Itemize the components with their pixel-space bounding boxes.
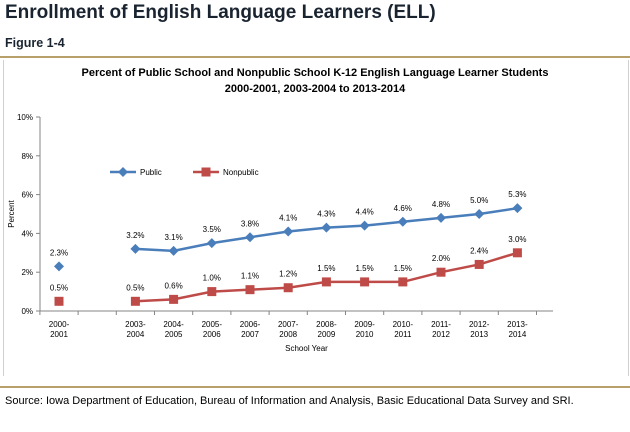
- data-label-public: 4.4%: [355, 208, 373, 217]
- legend-marker-nonpublic: [201, 167, 211, 177]
- data-label-public: 3.1%: [164, 233, 182, 242]
- source-note: Source: Iowa Department of Education, Bu…: [5, 395, 574, 407]
- data-label-nonpublic: 0.5%: [50, 283, 68, 292]
- data-point-nonpublic: [283, 283, 293, 293]
- chart-title: Percent of Public School and Nonpublic S…: [81, 67, 549, 79]
- x-tick-label: 2008: [279, 330, 297, 339]
- x-tick-label: 2006: [203, 330, 221, 339]
- data-point-nonpublic: [436, 267, 446, 277]
- x-tick-label: 2009-: [354, 320, 375, 329]
- data-point-public: [512, 203, 523, 214]
- data-label-public: 5.0%: [470, 196, 488, 205]
- x-tick-label: 2011: [394, 330, 412, 339]
- x-tick-label: 2004-: [163, 320, 184, 329]
- data-label-public: 4.3%: [317, 210, 335, 219]
- data-label-public: 2.3%: [50, 248, 68, 257]
- data-point-nonpublic: [207, 287, 217, 297]
- x-tick-label: 2009: [318, 330, 336, 339]
- data-point-public: [168, 245, 179, 256]
- data-point-public: [130, 243, 141, 254]
- x-axis-title: School Year: [285, 344, 328, 353]
- data-label-nonpublic: 1.5%: [394, 264, 412, 273]
- data-label-public: 4.1%: [279, 213, 297, 222]
- data-point-nonpublic: [474, 259, 484, 269]
- data-label-nonpublic: 2.4%: [470, 246, 488, 255]
- y-tick-label: 4%: [21, 229, 33, 238]
- x-tick-label: 2007: [241, 330, 259, 339]
- data-label-nonpublic: 1.5%: [317, 264, 335, 273]
- bottom-divider: [0, 386, 630, 388]
- data-label-public: 4.8%: [432, 200, 450, 209]
- data-label-nonpublic: 2.0%: [432, 254, 450, 263]
- data-label-nonpublic: 0.5%: [126, 283, 144, 292]
- x-tick-label: 2007-: [278, 320, 299, 329]
- data-label-public: 3.8%: [241, 219, 259, 228]
- x-tick-label: 2010-: [393, 320, 414, 329]
- data-point-nonpublic: [54, 296, 64, 306]
- data-label-nonpublic: 1.5%: [355, 264, 373, 273]
- data-point-nonpublic: [169, 294, 179, 304]
- data-label-public: 4.6%: [394, 204, 412, 213]
- y-tick-label: 8%: [21, 152, 33, 161]
- figure-label: Figure 1-4: [5, 36, 65, 50]
- x-tick-label: 2008-: [316, 320, 337, 329]
- data-label-nonpublic: 1.2%: [279, 270, 297, 279]
- data-point-nonpublic: [398, 277, 408, 287]
- data-point-nonpublic: [130, 296, 140, 306]
- data-label-public: 3.5%: [203, 225, 221, 234]
- data-point-public: [436, 212, 446, 223]
- data-label-nonpublic: 1.0%: [203, 274, 221, 283]
- x-tick-label: 2011-: [431, 320, 451, 329]
- chart-subtitle: 2000-2001, 2003-2004 to 2013-2014: [224, 83, 406, 95]
- x-tick-label: 2010: [356, 330, 374, 339]
- x-tick-label: 2012: [432, 330, 450, 339]
- data-point-nonpublic: [245, 285, 255, 295]
- chart-frame: [3, 60, 629, 376]
- x-tick-label: 2013-: [507, 320, 528, 329]
- y-tick-label: 2%: [21, 268, 33, 277]
- legend-label-public: Public: [140, 168, 162, 177]
- data-label-nonpublic: 0.6%: [164, 281, 182, 290]
- y-tick-label: 0%: [21, 307, 33, 316]
- x-tick-label: 2013: [470, 330, 488, 339]
- data-point-public: [245, 232, 255, 243]
- x-tick-label: 2006-: [240, 320, 261, 329]
- page-title: Enrollment of English Language Learners …: [5, 2, 436, 23]
- data-point-nonpublic: [512, 248, 522, 258]
- data-point-public: [206, 238, 217, 249]
- y-tick-label: 6%: [21, 191, 33, 200]
- line-chart: 0% 2% 4% 6% 8% 10% Percent 2000-2001 2003-2004 20…: [7, 113, 553, 353]
- data-point-nonpublic: [360, 277, 370, 287]
- x-tick-label: 2001: [50, 330, 68, 339]
- data-label-nonpublic: 1.1%: [241, 272, 259, 281]
- data-point-public: [359, 220, 370, 231]
- data-point-public: [397, 216, 408, 227]
- data-point-public: [474, 209, 485, 219]
- y-tick-label: 10%: [17, 113, 33, 122]
- data-label-nonpublic: 3.0%: [508, 235, 526, 244]
- legend-marker-public: [118, 167, 128, 177]
- data-label-public: 3.2%: [126, 231, 144, 240]
- x-tick-label: 2014: [509, 330, 527, 339]
- x-tick-label: 2004: [127, 330, 145, 339]
- series-line-nonpublic: [135, 251, 518, 303]
- data-label-public: 5.3%: [508, 190, 526, 199]
- data-point-public: [283, 226, 294, 237]
- x-tick-label: 2005: [165, 330, 183, 339]
- x-tick-label: 2003-: [125, 320, 146, 329]
- x-tick-label: 2000-: [49, 320, 70, 329]
- data-point-public: [54, 261, 64, 272]
- data-point-public: [321, 222, 332, 233]
- legend-label-nonpublic: Nonpublic: [223, 168, 259, 177]
- top-divider: [0, 56, 630, 58]
- x-tick-label: 2012-: [469, 320, 490, 329]
- y-axis-title: Percent: [7, 199, 16, 227]
- data-point-nonpublic: [321, 277, 331, 287]
- x-tick-label: 2005-: [202, 320, 223, 329]
